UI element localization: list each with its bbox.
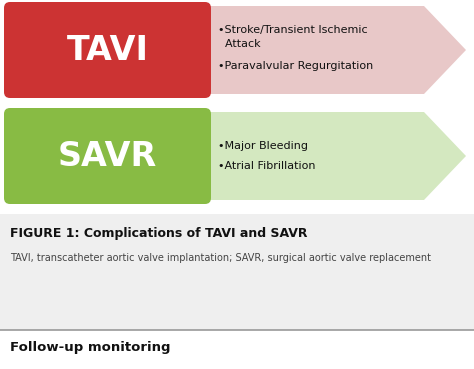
Text: •Major Bleeding: •Major Bleeding (218, 141, 308, 151)
Text: •Stroke/Transient Ischemic: •Stroke/Transient Ischemic (218, 25, 368, 35)
Text: •Paravalvular Regurgitation: •Paravalvular Regurgitation (218, 61, 373, 71)
Polygon shape (8, 6, 466, 94)
Text: Attack: Attack (218, 39, 261, 49)
Text: TAVI, transcatheter aortic valve implantation; SAVR, surgical aortic valve repla: TAVI, transcatheter aortic valve implant… (10, 253, 431, 263)
Text: TAVI: TAVI (66, 34, 148, 66)
Text: FIGURE 1: Complications of TAVI and SAVR: FIGURE 1: Complications of TAVI and SAVR (10, 228, 308, 241)
Text: Follow-up monitoring: Follow-up monitoring (10, 341, 171, 355)
Text: •Atrial Fibrillation: •Atrial Fibrillation (218, 161, 316, 171)
Text: SAVR: SAVR (58, 139, 157, 172)
FancyBboxPatch shape (4, 108, 211, 204)
Bar (0, 214, 474, 330)
FancyBboxPatch shape (4, 2, 211, 98)
Polygon shape (8, 112, 466, 200)
